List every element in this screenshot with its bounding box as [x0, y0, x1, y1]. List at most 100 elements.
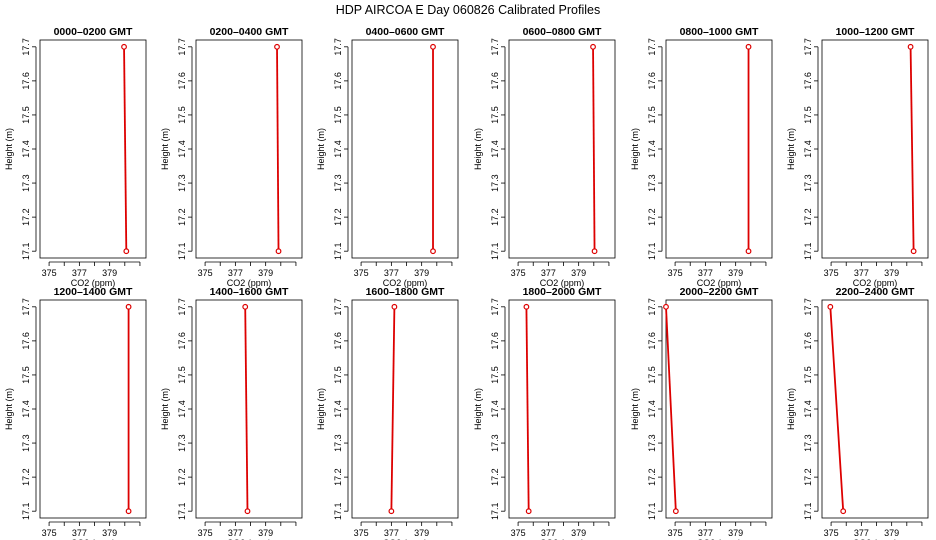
profile-point-top [125, 303, 132, 310]
profile-point-top [242, 303, 249, 310]
panel-title: 2000–2200 GMT [680, 286, 759, 298]
profile-point-top [430, 43, 436, 50]
y-tick-label: 17.5 [803, 106, 813, 124]
panel-title: 2200–2400 GMT [836, 286, 915, 298]
profile-point-bottom [125, 508, 132, 515]
y-axis-label: Height (m) [160, 128, 170, 170]
y-tick-label: 17.4 [333, 140, 343, 158]
profile-line [244, 306, 249, 512]
x-tick-label: 379 [571, 528, 586, 538]
plot-frame [39, 39, 147, 259]
x-tick-label: 379 [728, 528, 743, 538]
profile-line [276, 46, 280, 252]
x-tick-label: 375 [511, 268, 526, 278]
x-tick-label: 375 [668, 268, 683, 278]
plot-frame [351, 299, 459, 519]
y-tick-label: 17.6 [647, 332, 657, 350]
y-tick-label: 17.5 [333, 366, 343, 384]
y-tick-label: 17.4 [647, 140, 657, 158]
y-tick-label: 17.3 [490, 174, 500, 192]
y-tick-label: 17.5 [490, 366, 500, 384]
y-tick-label: 17.7 [177, 298, 187, 316]
x-tick-label: 377 [228, 528, 243, 538]
y-tick-label: 17.7 [647, 38, 657, 56]
y-tick-label: 17.6 [21, 72, 31, 90]
y-tick-label: 17.3 [177, 434, 187, 452]
y-tick-label: 17.4 [333, 400, 343, 418]
y-tick-label: 17.1 [647, 502, 657, 520]
y-tick-label: 17.5 [647, 106, 657, 124]
profile-point-bottom [388, 508, 395, 515]
y-tick-label: 17.2 [647, 468, 657, 486]
profile-point-top [827, 303, 834, 310]
profile-point-top [121, 43, 127, 50]
profile-line [909, 46, 915, 252]
panel-title: 0400–0600 GMT [366, 26, 445, 38]
y-tick-label: 17.7 [21, 38, 31, 56]
y-tick-label: 17.4 [647, 400, 657, 418]
plot-frame [508, 39, 616, 259]
y-tick-label: 17.5 [490, 106, 500, 124]
y-axis-label: Height (m) [316, 128, 326, 170]
y-axis-label: Height (m) [473, 388, 483, 430]
x-axis-label: CO2 (ppm) [71, 278, 116, 288]
y-axis-label: Height (m) [473, 128, 483, 170]
x-axis-label: CO2 (ppm) [853, 278, 898, 288]
plot-frame [821, 39, 929, 259]
y-axis-label: Height (m) [316, 388, 326, 430]
profile-point-top [745, 43, 752, 50]
y-axis-label: Height (m) [4, 128, 14, 170]
y-tick-label: 17.3 [490, 434, 500, 452]
x-tick-label: 379 [102, 528, 117, 538]
y-tick-label: 17.7 [490, 38, 500, 56]
y-tick-label: 17.1 [490, 502, 500, 520]
y-tick-label: 17.3 [803, 174, 813, 192]
y-tick-label: 17.3 [21, 174, 31, 192]
x-tick-label: 379 [414, 528, 429, 538]
y-tick-label: 17.6 [803, 72, 813, 90]
profile-point-bottom [840, 508, 847, 515]
profile-point-bottom [672, 508, 679, 515]
y-tick-label: 17.7 [21, 298, 31, 316]
y-tick-label: 17.7 [333, 38, 343, 56]
x-tick-label: 379 [728, 268, 743, 278]
y-tick-label: 17.6 [177, 332, 187, 350]
x-axis-label: CO2 (ppm) [227, 278, 272, 288]
y-tick-label: 17.1 [803, 242, 813, 260]
profile-point-bottom [910, 248, 917, 255]
profile-line [525, 306, 530, 512]
profile-point-top [523, 303, 530, 310]
x-tick-label: 379 [884, 268, 899, 278]
y-tick-label: 17.1 [490, 242, 500, 260]
y-tick-label: 17.6 [647, 72, 657, 90]
profile-point-top [274, 43, 280, 50]
profile-point-bottom [591, 248, 598, 255]
y-tick-label: 17.6 [21, 332, 31, 350]
plot-frame [195, 299, 303, 519]
y-tick-label: 17.2 [490, 468, 500, 486]
x-tick-label: 377 [72, 528, 87, 538]
profile-point-top [663, 303, 669, 310]
x-tick-label: 375 [668, 528, 683, 538]
y-tick-label: 17.1 [803, 502, 813, 520]
profile-line [390, 306, 396, 512]
panel-title: 1200–1400 GMT [54, 286, 133, 298]
plot-frame [195, 39, 303, 259]
x-tick-label: 375 [198, 268, 213, 278]
y-tick-label: 17.5 [21, 106, 31, 124]
panel-title: 0600–0800 GMT [523, 26, 602, 38]
y-tick-label: 17.5 [21, 366, 31, 384]
x-tick-label: 379 [258, 268, 273, 278]
y-tick-label: 17.3 [333, 174, 343, 192]
profile-point-top [590, 43, 596, 50]
y-tick-label: 17.2 [177, 208, 187, 226]
profile-point-bottom [123, 248, 130, 255]
y-tick-label: 17.5 [803, 366, 813, 384]
x-axis-label: CO2 (ppm) [227, 538, 272, 540]
